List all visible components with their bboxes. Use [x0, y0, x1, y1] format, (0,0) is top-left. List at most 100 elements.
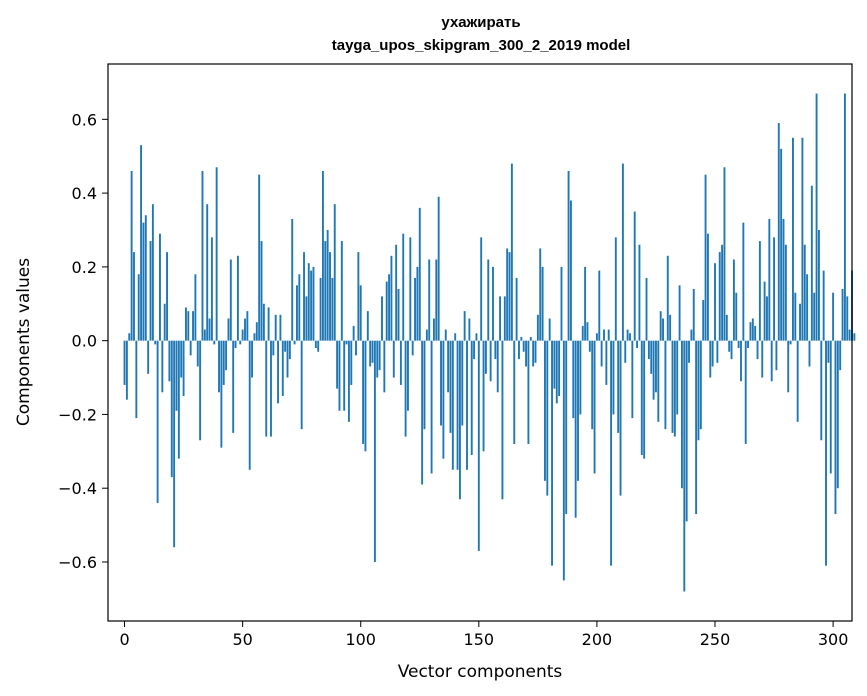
bar	[381, 296, 383, 341]
bar	[170, 340, 173, 478]
bar	[659, 311, 662, 341]
bar	[239, 340, 242, 345]
bar	[262, 303, 265, 341]
bar	[411, 340, 414, 356]
bar	[210, 237, 213, 341]
bar	[303, 252, 305, 341]
bar	[274, 314, 277, 341]
bar	[770, 340, 773, 382]
bar	[253, 333, 256, 341]
bar	[137, 274, 140, 341]
bar	[706, 233, 709, 341]
bar	[560, 266, 563, 341]
bar	[796, 340, 799, 422]
bar	[598, 270, 601, 341]
bar	[336, 340, 339, 389]
x-tick-label: 250	[700, 630, 731, 649]
bar	[621, 163, 624, 341]
chart-subtitle: tayga_upos_skipgram_300_2_2019 model	[332, 37, 631, 54]
bar	[780, 148, 783, 341]
bar	[468, 318, 471, 341]
bar	[267, 307, 270, 341]
bar	[232, 340, 235, 433]
bar	[213, 340, 216, 345]
bar	[161, 340, 164, 393]
bar	[636, 340, 639, 349]
bar	[227, 318, 230, 341]
bar	[506, 248, 509, 341]
bar	[477, 340, 480, 551]
bar	[151, 204, 154, 341]
bar	[612, 340, 615, 415]
bar	[749, 322, 752, 341]
bar	[789, 340, 792, 345]
bar	[534, 340, 537, 363]
bar	[175, 340, 178, 411]
bar	[605, 340, 608, 385]
bar	[803, 244, 806, 341]
bar	[588, 340, 591, 352]
bar	[711, 340, 714, 367]
bar	[201, 170, 204, 341]
y-tick-label: −0.6	[58, 553, 97, 572]
bar	[510, 163, 513, 341]
bar	[593, 340, 596, 474]
bar	[418, 207, 421, 341]
bar	[385, 281, 388, 341]
bar	[128, 333, 131, 341]
bar	[258, 174, 261, 341]
bar	[723, 167, 726, 341]
bar	[610, 340, 613, 566]
bar	[154, 340, 157, 345]
bar	[652, 340, 655, 400]
chart-title: ухажирать	[441, 14, 520, 31]
bar	[444, 329, 447, 341]
bar	[244, 318, 246, 341]
bar	[784, 244, 787, 341]
bar	[425, 329, 428, 341]
bar	[159, 233, 161, 341]
bar	[369, 340, 372, 367]
bar	[716, 340, 719, 363]
bar	[539, 248, 542, 341]
bar	[251, 340, 254, 378]
bar	[690, 329, 693, 341]
bar	[423, 340, 426, 430]
bar	[376, 340, 379, 378]
bar	[142, 222, 145, 341]
bar	[591, 340, 594, 430]
y-tick-label: 0.2	[72, 258, 97, 277]
bar	[428, 259, 431, 341]
bar	[754, 325, 757, 341]
bar	[664, 340, 667, 430]
bar	[714, 263, 716, 341]
bar	[383, 340, 386, 393]
bar	[404, 340, 407, 437]
bar	[144, 215, 147, 341]
bar	[135, 340, 138, 419]
bar	[208, 318, 211, 341]
bar	[298, 274, 301, 341]
bar	[614, 237, 617, 341]
bar	[215, 167, 218, 341]
bar	[692, 289, 695, 341]
bar	[272, 340, 275, 356]
bar	[848, 329, 851, 341]
bar	[494, 340, 497, 360]
bar	[806, 274, 809, 341]
bar	[572, 340, 575, 419]
bar	[458, 340, 461, 500]
bar	[189, 340, 192, 356]
bar	[187, 311, 190, 341]
bar	[532, 340, 535, 367]
bar	[529, 336, 532, 341]
bar	[742, 222, 745, 341]
bar	[501, 340, 504, 500]
bar	[536, 314, 539, 341]
bar	[475, 333, 478, 341]
bar	[350, 340, 353, 385]
bar	[321, 170, 324, 341]
x-tick-label: 50	[232, 630, 252, 649]
